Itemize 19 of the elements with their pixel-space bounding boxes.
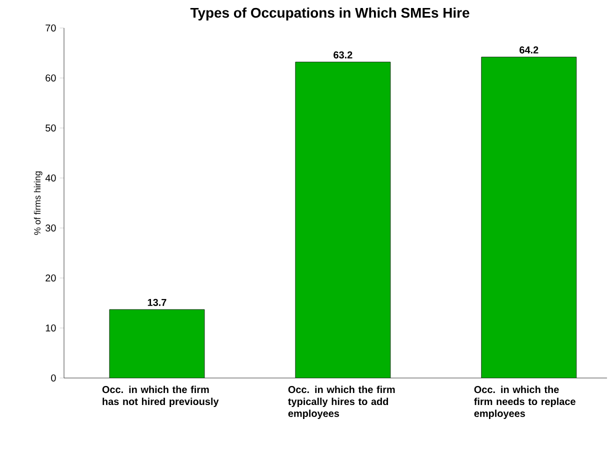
bar [481,56,577,378]
y-axis-title: % of firms hiring [34,171,42,235]
y-tick-label: 70 [46,24,56,32]
y-tick-label: 40 [45,174,56,182]
chart-title: Types of Occupations in Which SMEs Hire [190,7,470,20]
y-tick-label: 20 [46,274,56,282]
x-tick-label: Occ. in which the firm has not hired previously [102,386,219,408]
x-tick-label: Occ. in which the firm needs to replace employees [474,386,576,419]
data-label: 13.7 [148,298,166,306]
y-tick-label: 0 [51,374,56,382]
bar [109,310,204,378]
data-label: 63.2 [334,51,352,58]
data-label: 64.2 [520,46,538,54]
x-tick-label: Occ. in which the firm typically hires to add employees [288,386,395,419]
y-tick-label: 10 [46,324,56,332]
y-tick-label: 30 [46,224,56,232]
y-tick-label: 60 [46,74,56,82]
bar [295,62,390,378]
y-tick-label: 50 [46,124,56,132]
